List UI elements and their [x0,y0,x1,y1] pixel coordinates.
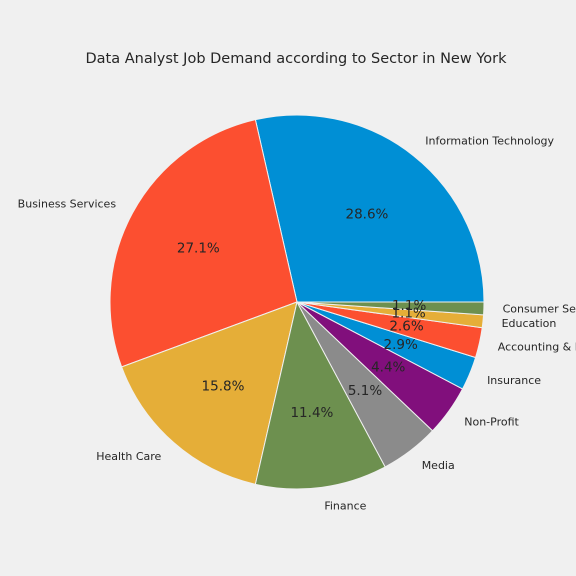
percent-label-consumer-services: 1.1% [392,298,426,314]
slice-business-services [109,119,298,368]
pie-labels: Information Technology 28.6% Business Serv… [18,135,576,513]
percent-label-finance: 11.4% [290,405,333,421]
category-label-media: Media [422,459,455,472]
percent-label-information-technology: 28.6% [346,206,389,222]
chart-title: Data Analyst Job Demand according to Sec… [85,51,507,67]
category-label-non-profit: Non-Profit [464,415,519,428]
slice-finance [254,300,386,490]
percent-label-non-profit: 4.4% [371,359,405,375]
pie-slices [109,114,485,490]
percent-label-health-care: 15.8% [202,378,245,394]
percent-label-accounting-and-legal: 2.6% [389,318,423,334]
slice-health-care [120,301,298,485]
percent-label-media: 5.1% [348,383,382,399]
category-label-finance: Finance [324,499,366,512]
percent-label-education: 1.1% [391,306,425,322]
slice-consumer-services [296,301,485,316]
category-label-accounting-and-legal: Accounting & Legal [498,340,576,353]
category-label-insurance: Insurance [487,374,541,387]
slice-information-technology [254,114,485,303]
category-label-business-services: Business Services [18,198,117,211]
percent-label-business-services: 27.1% [177,241,220,257]
category-label-consumer-services: Consumer Services [503,303,576,316]
category-label-education: Education [502,317,557,330]
category-label-health-care: Health Care [96,450,161,463]
percent-label-insurance: 2.9% [384,337,418,353]
category-label-information-technology: Information Technology [425,135,554,148]
